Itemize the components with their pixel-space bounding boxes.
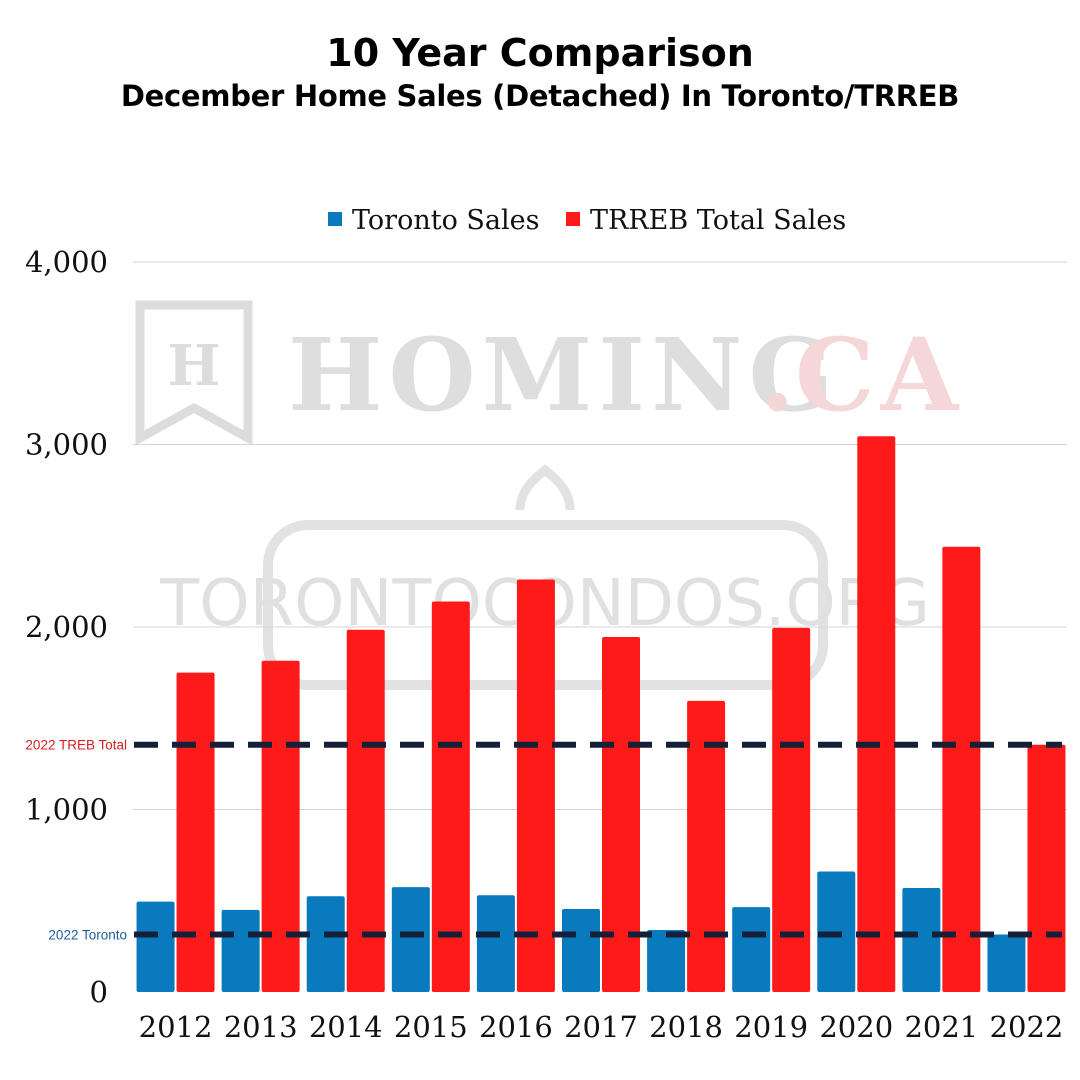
x-tick-label: 2022 [990,1010,1064,1044]
x-tick-label: 2019 [734,1010,808,1044]
bar-toronto-2015 [391,887,430,992]
x-axis-ticks: 2012 2013 2014 2015 2016 2017 2018 2019 2020 2021… [139,1010,1064,1044]
bar-toronto-2022 [987,934,1026,992]
legend-label-trreb: TRREB Total Sales [590,205,846,236]
x-tick-label: 2018 [649,1010,723,1044]
reference-lines: 2022 TREB Total 2022 Toronto [25,738,1062,943]
x-tick-label: 2014 [309,1010,383,1044]
bar-trreb-2018 [687,700,726,992]
bar-trreb-2022 [1027,744,1066,992]
legend: Toronto Sales TRREB Total Sales [328,205,846,236]
x-tick-label: 2021 [904,1010,978,1044]
bar-trreb-2020 [857,436,896,993]
bar-trreb-2014 [346,629,385,992]
bar-trreb-2016 [516,579,555,992]
bar-toronto-2016 [476,895,515,992]
bar-toronto-2021 [902,887,941,992]
x-tick-label: 2012 [139,1010,213,1044]
x-tick-label: 2015 [394,1010,468,1044]
bar-trreb-2013 [261,660,300,992]
y-tick-label: 4,000 [25,245,108,279]
x-tick-label: 2013 [224,1010,298,1044]
x-tick-label: 2017 [564,1010,638,1044]
y-tick-label: 2,000 [25,610,108,644]
x-tick-label: 2016 [479,1010,553,1044]
reference-line-label: 2022 TREB Total [25,738,127,753]
bar-toronto-2014 [306,896,345,992]
homing-logo-shield [135,300,253,446]
bar-trreb-2021 [942,546,981,992]
y-tick-label: 3,000 [25,428,108,462]
y-axis-ticks: 0 1,000 2,000 3,000 4,000 [25,245,108,1009]
bar-toronto-2019 [732,907,771,992]
x-tick-label: 2020 [819,1010,893,1044]
bar-toronto-2013 [221,909,260,992]
legend-swatch-toronto [328,212,342,226]
bar-trreb-2019 [772,627,811,992]
bar-toronto-2017 [562,908,600,992]
bar-trreb-2015 [431,601,470,992]
homing-brand-tld: CA [795,316,964,434]
y-tick-label: 1,000 [25,793,108,827]
bar-trreb-2017 [602,637,640,992]
chart-title: 10 Year Comparison [326,31,754,75]
homing-brand-dot: . [760,316,795,434]
chart-subtitle: December Home Sales (Detached) In Toront… [120,79,960,113]
condo-logo-drop [515,464,575,511]
legend-swatch-trreb [566,212,580,226]
y-tick-label: 0 [90,975,108,1009]
bar-toronto-2018 [647,929,686,992]
homing-brand-text: HOMING [288,316,840,434]
reference-line-label: 2022 Toronto [48,928,127,943]
bar-toronto-2012 [136,901,175,992]
homing-logo-letter: H [168,333,221,399]
bars [136,436,1066,993]
legend-label-toronto: Toronto Sales [352,205,539,236]
bar-trreb-2012 [176,672,215,992]
